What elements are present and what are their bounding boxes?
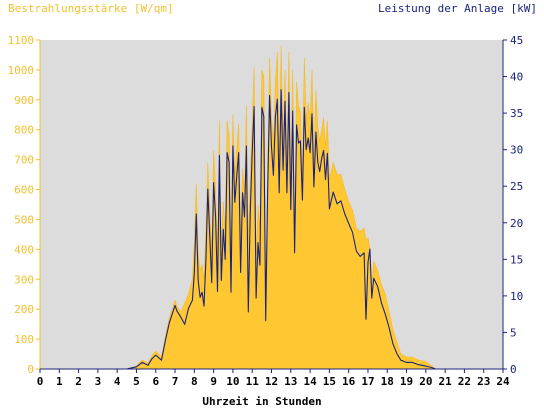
left-axis-ticks: 0 100 200 300 400 500 600 700 800 900 1000 1100: [8, 34, 40, 376]
left-axis-label: Bestrahlungsstärke [W/qm]: [8, 2, 174, 15]
x-tick-label: 1: [56, 375, 63, 388]
left-tick-label: 1000: [8, 64, 35, 77]
left-tick-label: 300: [14, 273, 34, 286]
x-tick-label: 18: [381, 375, 394, 388]
x-tick-label: 22: [458, 375, 471, 388]
x-tick-label: 12: [265, 375, 278, 388]
x-tick-label: 5: [133, 375, 140, 388]
x-tick-label: 6: [152, 375, 159, 388]
right-tick-label: 30: [510, 144, 523, 157]
x-axis-ticks: 0 1 2 3 4 5 6 7 8 9 10 11 12 13 14 15 16 17 18 19 20 21 22 23 24: [37, 369, 510, 388]
left-tick-label: 100: [14, 333, 34, 346]
x-tick-label: 16: [342, 375, 356, 388]
x-tick-label: 2: [75, 375, 82, 388]
x-tick-label: 13: [284, 375, 297, 388]
power-line: [40, 89, 503, 370]
x-tick-label: 4: [114, 375, 121, 388]
x-tick-label: 3: [95, 375, 102, 388]
left-tick-label: 1100: [8, 34, 35, 47]
right-axis-label: Leistung der Anlage [kW]: [378, 2, 537, 15]
x-tick-label: 19: [400, 375, 413, 388]
x-tick-label: 17: [361, 375, 374, 388]
x-tick-label: 20: [419, 375, 432, 388]
x-tick-label: 7: [172, 375, 179, 388]
x-tick-label: 8: [191, 375, 198, 388]
left-tick-label: 400: [14, 243, 34, 256]
left-tick-label: 800: [14, 124, 34, 137]
right-tick-label: 45: [510, 34, 523, 47]
x-tick-label: 15: [323, 375, 336, 388]
right-tick-label: 25: [510, 180, 523, 193]
right-tick-label: 0: [510, 363, 517, 376]
right-tick-label: 10: [510, 290, 523, 303]
x-axis-label: Uhrzeit in Stunden: [202, 395, 321, 408]
left-tick-label: 900: [14, 94, 34, 107]
right-axis-ticks: 0 5 10 15 20 25 30 35 40 45: [503, 34, 523, 376]
left-tick-label: 500: [14, 213, 34, 226]
left-tick-label: 0: [27, 363, 34, 376]
x-tick-label: 14: [303, 375, 317, 388]
x-tick-label: 9: [210, 375, 217, 388]
right-tick-label: 15: [510, 253, 523, 266]
x-tick-label: 11: [246, 375, 260, 388]
left-tick-label: 600: [14, 184, 34, 197]
left-tick-label: 700: [14, 154, 34, 167]
irradiance-area: [40, 45, 503, 370]
left-tick-label: 200: [14, 303, 34, 316]
x-tick-label: 0: [37, 375, 44, 388]
right-tick-label: 20: [510, 217, 523, 230]
x-tick-label: 23: [477, 375, 490, 388]
x-tick-label: 10: [226, 375, 239, 388]
right-tick-label: 35: [510, 107, 523, 120]
x-tick-label: 24: [496, 375, 510, 388]
x-tick-label: 21: [439, 375, 453, 388]
right-tick-label: 40: [510, 71, 523, 84]
right-tick-label: 5: [510, 326, 517, 339]
